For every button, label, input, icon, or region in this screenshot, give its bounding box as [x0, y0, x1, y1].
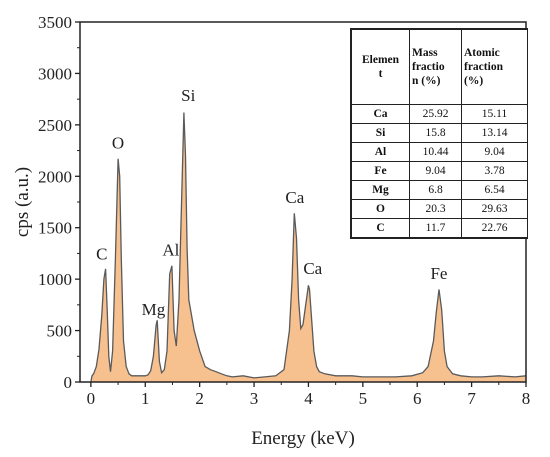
peak-label-ca: Ca [303, 259, 322, 278]
y-tick-label: 2500 [38, 116, 72, 135]
table-header-cell: Elemen t [351, 29, 410, 105]
element-cell: Al [351, 142, 410, 162]
x-axis-title: Energy (keV) [251, 428, 355, 449]
x-tick-label: 3 [250, 389, 259, 408]
y-tick-label: 2000 [38, 167, 72, 186]
atomic-fraction-cell: 22.76 [461, 218, 528, 238]
y-tick-label: 0 [64, 373, 73, 392]
mass-fraction-cell: 15.8 [409, 123, 462, 143]
y-tick-label: 3500 [38, 13, 72, 32]
x-tick-label: 7 [467, 389, 476, 408]
atomic-fraction-cell: 15.11 [461, 104, 528, 124]
y-axis-title: cps (a.u.) [12, 167, 33, 237]
mass-fraction-cell: 20.3 [409, 199, 462, 219]
y-tick-label: 1500 [38, 219, 72, 238]
table-row: Al 10.44 9.04 [351, 142, 528, 162]
mass-fraction-cell: 10.44 [409, 142, 462, 162]
element-cell: C [351, 218, 410, 238]
x-tick-label: 1 [141, 389, 150, 408]
table-header-cell: Mass fractio n (%) [409, 29, 462, 105]
y-tick-label: 3000 [38, 64, 72, 83]
atomic-fraction-cell: 9.04 [461, 142, 528, 162]
x-tick-label: 0 [87, 389, 96, 408]
peak-label-si: Si [181, 86, 195, 105]
composition-table: Elemen t Mass fractio n (%) Atomic fraction (%)… [350, 28, 528, 239]
y-tick-label: 1000 [38, 270, 72, 289]
element-cell: Mg [351, 180, 410, 200]
atomic-fraction-cell: 6.54 [461, 180, 528, 200]
table-row: Si 15.8 13.14 [351, 123, 528, 143]
x-tick-label: 8 [522, 389, 531, 408]
spectrum-area [90, 112, 527, 382]
mass-fraction-cell: 6.8 [409, 180, 462, 200]
atomic-fraction-cell: 29.63 [461, 199, 528, 219]
atomic-fraction-cell: 3.78 [461, 161, 528, 181]
table-row: O 20.3 29.63 [351, 199, 528, 219]
table-row: Ca 25.92 15.11 [351, 104, 528, 124]
spectrum-line [90, 112, 527, 383]
peak-label-mg: Mg [142, 300, 166, 319]
peak-label-al: Al [162, 240, 179, 259]
atomic-fraction-cell: 13.14 [461, 123, 528, 143]
mass-fraction-cell: 9.04 [409, 161, 462, 181]
y-tick-label: 500 [47, 322, 73, 341]
x-tick-label: 6 [413, 389, 422, 408]
table-row: Mg 6.8 6.54 [351, 180, 528, 200]
peak-label-c: C [96, 245, 107, 264]
table-row: C 11.7 22.76 [351, 218, 528, 238]
x-tick-label: 2 [195, 389, 204, 408]
mass-fraction-cell: 11.7 [409, 218, 462, 238]
table-header-row: Elemen t Mass fractio n (%) Atomic fraction (%) [351, 29, 528, 105]
x-tick-label: 5 [359, 389, 368, 408]
peak-label-fe: Fe [430, 264, 447, 283]
peak-label-o: O [112, 134, 124, 153]
table-row: Fe 9.04 3.78 [351, 161, 528, 181]
table-header-cell: Atomic fraction (%) [461, 29, 528, 105]
element-cell: Ca [351, 104, 410, 124]
element-cell: Si [351, 123, 410, 143]
element-cell: O [351, 199, 410, 219]
mass-fraction-cell: 25.92 [409, 104, 462, 124]
peak-label-ca: Ca [285, 188, 304, 207]
element-cell: Fe [351, 161, 410, 181]
x-tick-label: 4 [304, 389, 313, 408]
